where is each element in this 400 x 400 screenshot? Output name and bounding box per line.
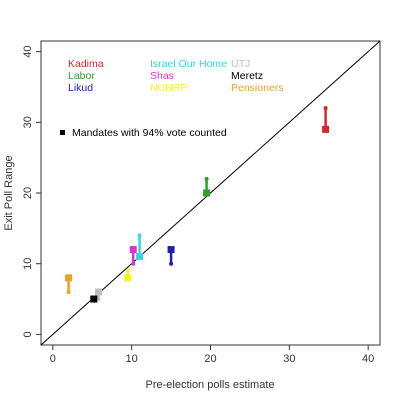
marker-note-square	[60, 130, 65, 135]
counted-marker-utj	[95, 288, 103, 296]
series-utj	[95, 288, 103, 302]
counted-marker-kadima	[322, 125, 330, 133]
range-low-point-likud	[169, 261, 174, 266]
counted-marker-likud	[167, 246, 175, 254]
x-axis-label: Pre-election polls estimate	[145, 379, 274, 391]
range-high-point-labor	[204, 176, 209, 181]
legend-entry-shas: Shas	[150, 70, 174, 82]
series-likud	[167, 246, 175, 266]
legend-entry-israel-our-home: Israel Our Home	[150, 58, 227, 70]
series-pensioners	[65, 274, 73, 294]
marker-note-label: Mandates with 94% vote counted	[72, 127, 227, 139]
axis-ticks: 0 10 20 30 40 0 10 20 30 40	[22, 45, 374, 365]
y-axis-label: Exit Poll Range	[3, 155, 15, 230]
data-marks	[65, 106, 330, 303]
x-tick-label-0: 0	[50, 353, 56, 365]
y-tick-label-3: 30	[22, 116, 34, 128]
y-tick-label-2: 20	[22, 187, 34, 199]
range-low-point-utj	[96, 297, 101, 302]
x-tick-label-2: 20	[204, 353, 216, 365]
x-tick-label-3: 30	[283, 353, 295, 365]
series-kadima	[322, 106, 330, 133]
series-nunrp	[124, 268, 132, 282]
counted-marker-shas	[129, 246, 137, 254]
legend-entry-likud: Likud	[68, 82, 93, 94]
counted-marker-israel-our-home	[136, 253, 144, 261]
x-tick-label-1: 10	[126, 353, 138, 365]
counted-marker-nunrp	[124, 274, 132, 282]
counted-marker-meretz	[90, 295, 98, 303]
series-shas	[129, 246, 137, 266]
legend-entry-labor: Labor	[68, 70, 95, 82]
range-high-point-kadima	[323, 106, 328, 111]
y-tick-label-0: 0	[22, 331, 34, 337]
legend-entry-nunrp: NUNRP	[150, 82, 187, 94]
legend-entry-utj: UTJ	[231, 58, 250, 70]
y-tick-label-4: 40	[22, 45, 34, 57]
legend-entry-meretz: Meretz	[231, 70, 263, 82]
series-meretz	[90, 295, 98, 303]
x-tick-label-4: 40	[362, 353, 374, 365]
series-labor	[203, 176, 211, 197]
y-tick-label-1: 10	[22, 258, 34, 270]
legend-entry-pensioners: Pensioners	[231, 82, 284, 94]
range-high-point-israel-our-home	[137, 233, 142, 238]
marker-note: Mandates with 94% vote counted	[60, 127, 227, 139]
range-low-point-shas	[131, 261, 136, 266]
counted-marker-labor	[203, 189, 211, 197]
counted-marker-pensioners	[65, 274, 73, 282]
range-high-point-nunrp	[125, 268, 130, 273]
series-israel-our-home	[136, 233, 144, 261]
legend-entry-kadima: Kadima	[68, 58, 104, 70]
range-low-point-pensioners	[66, 289, 71, 294]
